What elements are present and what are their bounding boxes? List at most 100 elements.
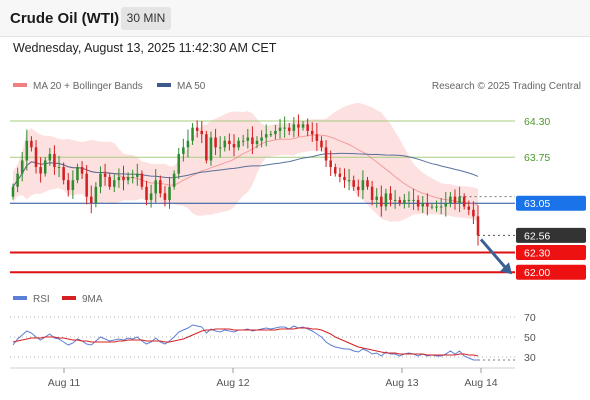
timeframe-selector[interactable]: 30 MIN: [121, 7, 171, 30]
candle-body: [140, 173, 144, 187]
ma50-line: [12, 152, 479, 188]
candle-body: [324, 147, 328, 161]
candle-body: [361, 180, 365, 191]
candle-body: [264, 134, 268, 138]
credit-text: Research © 2025 Trading Central: [432, 81, 581, 92]
candle-body: [338, 173, 342, 177]
candle-body: [416, 199, 420, 207]
candle-body: [301, 124, 305, 128]
rsi-tick-30: 30: [524, 352, 536, 364]
candle-body: [274, 130, 277, 135]
x-tick-label: Aug 12: [216, 377, 249, 389]
candle-body: [329, 160, 332, 168]
level-label-63-05: 63.05: [524, 198, 550, 210]
candle-body: [380, 196, 383, 207]
candle-body: [80, 167, 84, 174]
candlesticks: [11, 114, 480, 246]
candle-body: [449, 196, 452, 204]
rsi-lines: [12, 324, 515, 361]
x-tick-label: Aug 11: [48, 377, 81, 389]
candle-body: [370, 186, 374, 200]
candle-body: [444, 203, 448, 207]
candle-body: [85, 173, 88, 197]
level-label-62-30: 62.30: [524, 248, 550, 260]
candle-body: [255, 140, 259, 145]
candle-body: [223, 140, 227, 148]
bollinger-band-fill: [13, 102, 478, 222]
candle-body: [66, 180, 70, 191]
rsi-9ma-line: [12, 327, 479, 357]
candle-body: [287, 127, 291, 131]
candle-body: [375, 196, 378, 200]
candle-body: [228, 140, 231, 145]
candle-body: [426, 203, 429, 207]
candle-body: [472, 209, 475, 217]
candle-body: [62, 167, 65, 181]
chart-datetime: Wednesday, August 13, 2025 11:42:30 AM C…: [13, 41, 277, 55]
candle-body: [99, 173, 102, 187]
legend-label-rsi: RSI: [33, 294, 50, 305]
candle-body: [366, 180, 369, 187]
forecast-arrow-head: [500, 262, 512, 275]
candle-body: [16, 173, 19, 187]
candle-body: [113, 180, 116, 187]
candle-body: [320, 140, 323, 148]
level-label-64-30: 64.30: [524, 116, 550, 128]
level-badge-63-05: [516, 195, 586, 211]
candle-body: [182, 147, 185, 154]
candle-body: [154, 180, 157, 194]
legend-swatch-bollinger: [13, 83, 27, 87]
level-label-63-75: 63.75: [524, 152, 550, 164]
rsi-tick-50: 50: [524, 332, 536, 344]
candle-body: [11, 186, 15, 197]
candle-body: [232, 144, 236, 148]
price-legend: MA 20 + Bollinger Bands MA 50 Research ©…: [13, 81, 581, 92]
candle-body: [186, 140, 190, 148]
candle-body: [168, 186, 171, 200]
candle-body: [237, 140, 240, 148]
candle-body: [30, 140, 33, 148]
candle-body: [71, 180, 75, 191]
candle-body: [292, 124, 296, 131]
candle-body: [435, 206, 438, 208]
candle-body: [39, 167, 42, 174]
candle-body: [103, 173, 107, 177]
level-label-62-56: 62.56: [524, 230, 550, 242]
moving-averages: [12, 134, 479, 206]
candle-body: [407, 199, 411, 201]
candle-body: [260, 137, 263, 141]
candle-body: [421, 203, 425, 207]
candle-body: [122, 176, 125, 181]
candle-body: [310, 130, 314, 135]
candle-body: [241, 140, 245, 142]
legend-label-9ma: 9MA: [82, 294, 103, 305]
legend-swatch-rsi: [13, 296, 27, 300]
bollinger-bands: [13, 102, 478, 222]
candle-body: [278, 127, 282, 131]
candle-body: [283, 127, 286, 129]
legend-label-bollinger: MA 20 + Bollinger Bands: [33, 81, 143, 92]
candle-body: [251, 137, 254, 145]
candle-body: [126, 176, 130, 181]
candle-body: [209, 137, 213, 161]
candle-body: [315, 134, 319, 141]
candle-body: [205, 134, 208, 161]
candle-body: [34, 147, 38, 168]
candle-body: [412, 199, 415, 201]
candle-body: [476, 216, 480, 236]
level-badge-62-00: [516, 264, 586, 280]
candle-body: [195, 127, 199, 131]
candle-body: [25, 140, 29, 161]
level-labels: 64.30 63.75 63.05 62.56 62.30 62.00: [516, 116, 586, 280]
candle-body: [191, 127, 194, 141]
candle-body: [136, 173, 139, 177]
candle-body: [352, 180, 355, 187]
instrument-title: Crude Oil (WTI): [10, 10, 120, 27]
rsi-tick-70: 70: [524, 312, 536, 324]
candle-body: [403, 199, 406, 204]
candle-body: [159, 180, 162, 194]
level-badge-62-30: [516, 245, 586, 261]
candle-body: [467, 206, 471, 210]
candle-body: [145, 186, 148, 200]
candle-body: [347, 180, 351, 182]
